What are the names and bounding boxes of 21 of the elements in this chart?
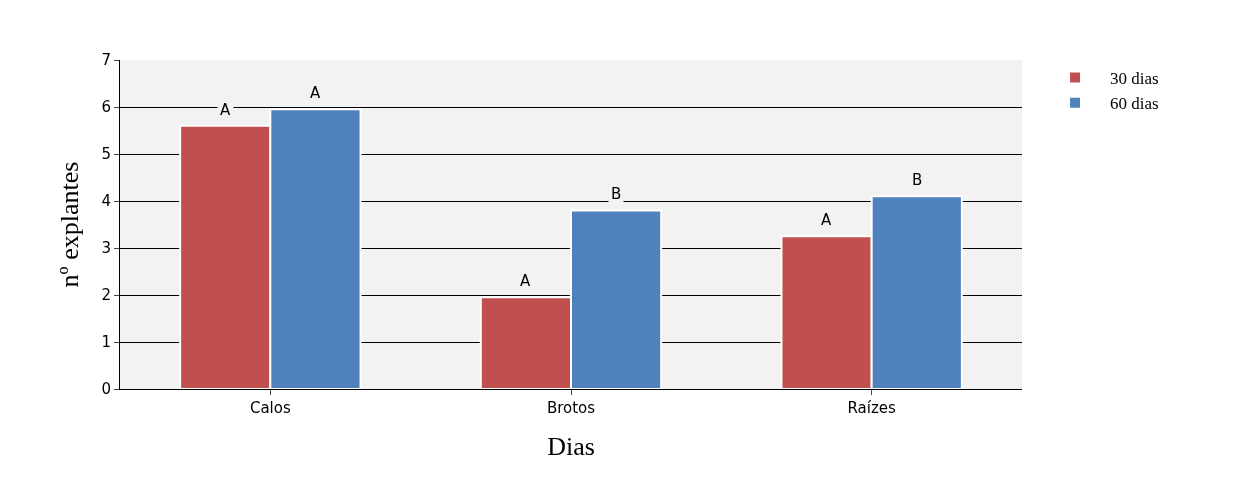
x-axis-title: Dias [547, 431, 595, 461]
legend-label: 30 dias [1110, 69, 1159, 89]
y-tick-label: 2 [101, 286, 111, 305]
data-label: A [520, 272, 531, 290]
y-tick-label: 6 [101, 98, 111, 117]
data-label: B [611, 185, 622, 203]
data-label: A [821, 211, 832, 229]
x-tick-label: Raízes [847, 399, 897, 417]
y-tick-label: 4 [101, 192, 111, 211]
y-tick-label: 3 [101, 239, 111, 258]
legend-label: 60 dias [1110, 94, 1159, 114]
data-label: A [310, 84, 321, 102]
data-label: A [220, 101, 231, 119]
y-tick-label: 5 [101, 145, 111, 164]
y-tick-label: 0 [101, 380, 111, 399]
y-tick-label: 1 [101, 333, 111, 352]
y-tick-label: 7 [101, 51, 111, 70]
y-axis-title: nº explantes [54, 161, 84, 288]
x-tick-label: Brotos [546, 399, 596, 417]
data-label: B [912, 171, 923, 189]
x-tick-label: Calos [249, 399, 291, 417]
